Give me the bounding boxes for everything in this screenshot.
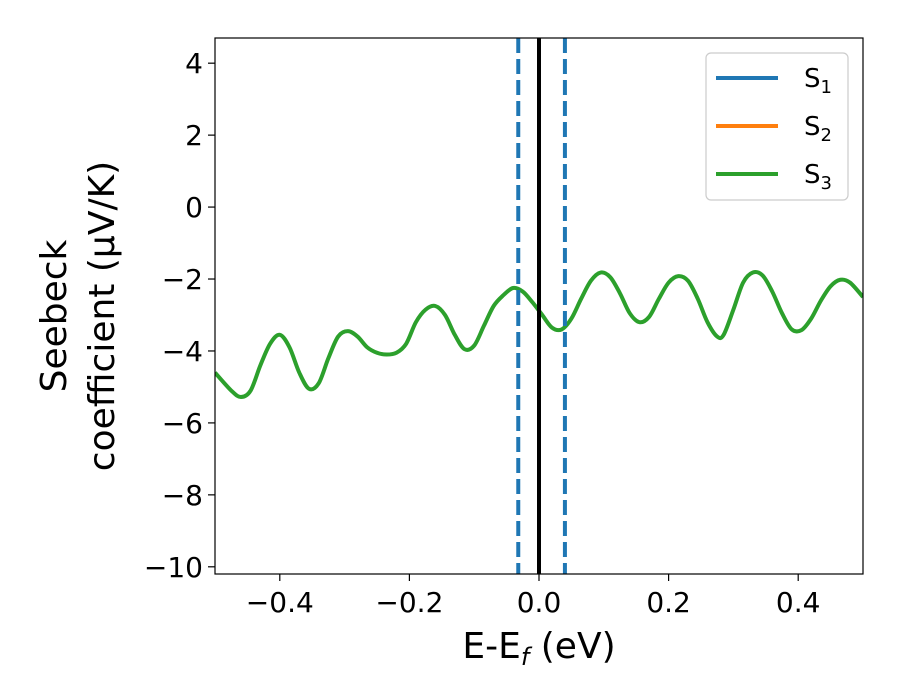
y-tick-label: −2: [162, 263, 203, 296]
legend-label-s1: S1: [804, 64, 832, 98]
x-tick-label: 0.0: [517, 586, 562, 619]
y-tick-label: 2: [185, 119, 203, 152]
y-tick-label: −4: [162, 335, 203, 368]
y-tick-label: 4: [185, 47, 203, 80]
legend-label-s3: S3: [804, 160, 832, 194]
y-tick-label: 0: [185, 191, 203, 224]
x-tick-label: −0.4: [246, 586, 314, 619]
y-axis-title-line2: coefficient (μV/K): [82, 161, 123, 471]
x-tick-label: 0.2: [646, 586, 691, 619]
y-tick-label: −8: [162, 479, 203, 512]
x-tick-label: 0.4: [776, 586, 821, 619]
x-axis-title: E-Ef (eV): [462, 626, 615, 671]
y-axis-title-line1: Seebeck: [34, 239, 75, 392]
y-tick-label: −10: [144, 551, 203, 584]
legend-label-s2: S2: [804, 112, 832, 146]
y-tick-label: −6: [162, 407, 203, 440]
series-line-s3: [215, 270, 863, 400]
x-tick-label: −0.2: [375, 586, 443, 619]
